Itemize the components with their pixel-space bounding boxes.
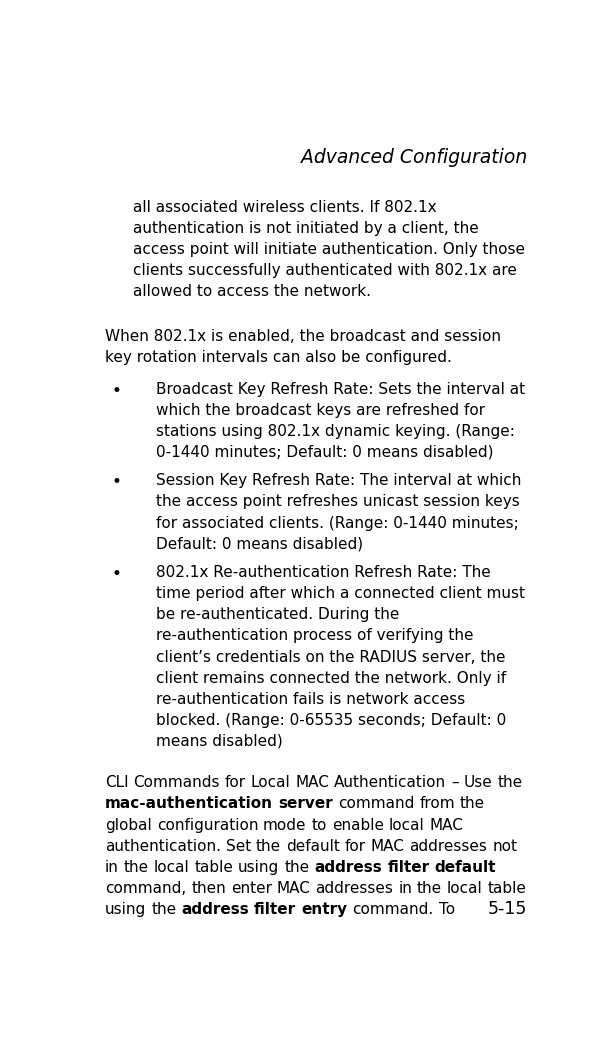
Text: local: local <box>154 860 189 874</box>
Text: the: the <box>417 881 442 896</box>
Text: Set: Set <box>226 839 251 853</box>
Text: the: the <box>285 860 310 874</box>
Text: the: the <box>459 797 485 811</box>
Text: Local: Local <box>251 775 291 790</box>
Text: key rotation intervals can also be configured.: key rotation intervals can also be confi… <box>105 350 452 365</box>
Text: local: local <box>389 818 424 832</box>
Text: 0-1440 minutes; Default: 0 means disabled): 0-1440 minutes; Default: 0 means disable… <box>156 445 494 460</box>
Text: for associated clients. (Range: 0-1440 minutes;: for associated clients. (Range: 0-1440 m… <box>156 515 519 531</box>
Text: addresses: addresses <box>316 881 394 896</box>
Text: re-authentication fails is network access: re-authentication fails is network acces… <box>156 692 465 707</box>
Text: in: in <box>105 860 119 874</box>
Text: re-authentication process of verifying the: re-authentication process of verifying t… <box>156 628 474 643</box>
Text: stations using 802.1x dynamic keying. (Range:: stations using 802.1x dynamic keying. (R… <box>156 424 515 439</box>
Text: •: • <box>112 381 122 400</box>
Text: enable: enable <box>332 818 384 832</box>
Text: command,: command, <box>105 881 186 896</box>
Text: the: the <box>497 775 522 790</box>
Text: default: default <box>286 839 340 853</box>
Text: filter: filter <box>254 903 297 917</box>
Text: entry: entry <box>301 903 347 917</box>
Text: Default: 0 means disabled): Default: 0 means disabled) <box>156 537 363 552</box>
Text: When 802.1x is enabled, the broadcast and session: When 802.1x is enabled, the broadcast an… <box>105 329 501 343</box>
Text: Use: Use <box>464 775 492 790</box>
Text: mac-authentication: mac-authentication <box>105 797 273 811</box>
Text: for: for <box>225 775 246 790</box>
Text: the: the <box>124 860 149 874</box>
Text: from: from <box>419 797 455 811</box>
Text: the access point refreshes unicast session keys: the access point refreshes unicast sessi… <box>156 494 520 510</box>
Text: using: using <box>238 860 279 874</box>
Text: •: • <box>112 565 122 583</box>
Text: 5-15: 5-15 <box>488 900 528 918</box>
Text: address: address <box>181 903 249 917</box>
Text: the: the <box>151 903 176 917</box>
Text: –: – <box>451 775 459 790</box>
Text: MAC: MAC <box>371 839 405 853</box>
Text: then: then <box>191 881 226 896</box>
Text: 802.1x Re-authentication Refresh Rate: The: 802.1x Re-authentication Refresh Rate: T… <box>156 565 491 580</box>
Text: not: not <box>492 839 518 853</box>
Text: clients successfully authenticated with 802.1x are: clients successfully authenticated with … <box>133 263 517 279</box>
Text: CLI: CLI <box>105 775 129 790</box>
Text: filter: filter <box>388 860 429 874</box>
Text: time period after which a connected client must: time period after which a connected clie… <box>156 586 525 601</box>
Text: addresses: addresses <box>410 839 488 853</box>
Text: all associated wireless clients. If 802.1x: all associated wireless clients. If 802.… <box>133 200 437 215</box>
Text: table: table <box>488 881 527 896</box>
Text: blocked. (Range: 0-65535 seconds; Default: 0: blocked. (Range: 0-65535 seconds; Defaul… <box>156 713 506 728</box>
Text: To: To <box>438 903 455 917</box>
Text: local: local <box>447 881 483 896</box>
Text: access point will initiate authentication. Only those: access point will initiate authenticatio… <box>133 242 525 258</box>
Text: address: address <box>314 860 382 874</box>
Text: be re-authenticated. During the: be re-authenticated. During the <box>156 607 400 622</box>
Text: client remains connected the network. Only if: client remains connected the network. On… <box>156 671 506 686</box>
Text: table: table <box>195 860 233 874</box>
Text: client’s credentials on the RADIUS server, the: client’s credentials on the RADIUS serve… <box>156 649 506 665</box>
Text: enter: enter <box>231 881 272 896</box>
Text: configuration: configuration <box>157 818 258 832</box>
Text: for: for <box>345 839 366 853</box>
Text: MAC: MAC <box>295 775 329 790</box>
Text: server: server <box>279 797 333 811</box>
Text: authentication.: authentication. <box>105 839 221 853</box>
Text: authentication is not initiated by a client, the: authentication is not initiated by a cli… <box>133 221 479 236</box>
Text: to: to <box>311 818 327 832</box>
Text: command: command <box>338 797 415 811</box>
Text: MAC: MAC <box>277 881 310 896</box>
Text: command.: command. <box>353 903 434 917</box>
Text: Advanced Configuration: Advanced Configuration <box>301 149 528 168</box>
Text: Commands: Commands <box>134 775 220 790</box>
Text: mode: mode <box>263 818 307 832</box>
Text: global: global <box>105 818 152 832</box>
Text: which the broadcast keys are refreshed for: which the broadcast keys are refreshed f… <box>156 403 485 418</box>
Text: Session Key Refresh Rate: The interval at which: Session Key Refresh Rate: The interval a… <box>156 473 522 488</box>
Text: default: default <box>435 860 496 874</box>
Text: Broadcast Key Refresh Rate: Sets the interval at: Broadcast Key Refresh Rate: Sets the int… <box>156 381 525 397</box>
Text: allowed to access the network.: allowed to access the network. <box>133 285 371 299</box>
Text: the: the <box>256 839 281 853</box>
Text: Authentication: Authentication <box>334 775 446 790</box>
Text: MAC: MAC <box>429 818 463 832</box>
Text: means disabled): means disabled) <box>156 734 283 749</box>
Text: in: in <box>398 881 412 896</box>
Text: using: using <box>105 903 146 917</box>
Text: •: • <box>112 473 122 491</box>
